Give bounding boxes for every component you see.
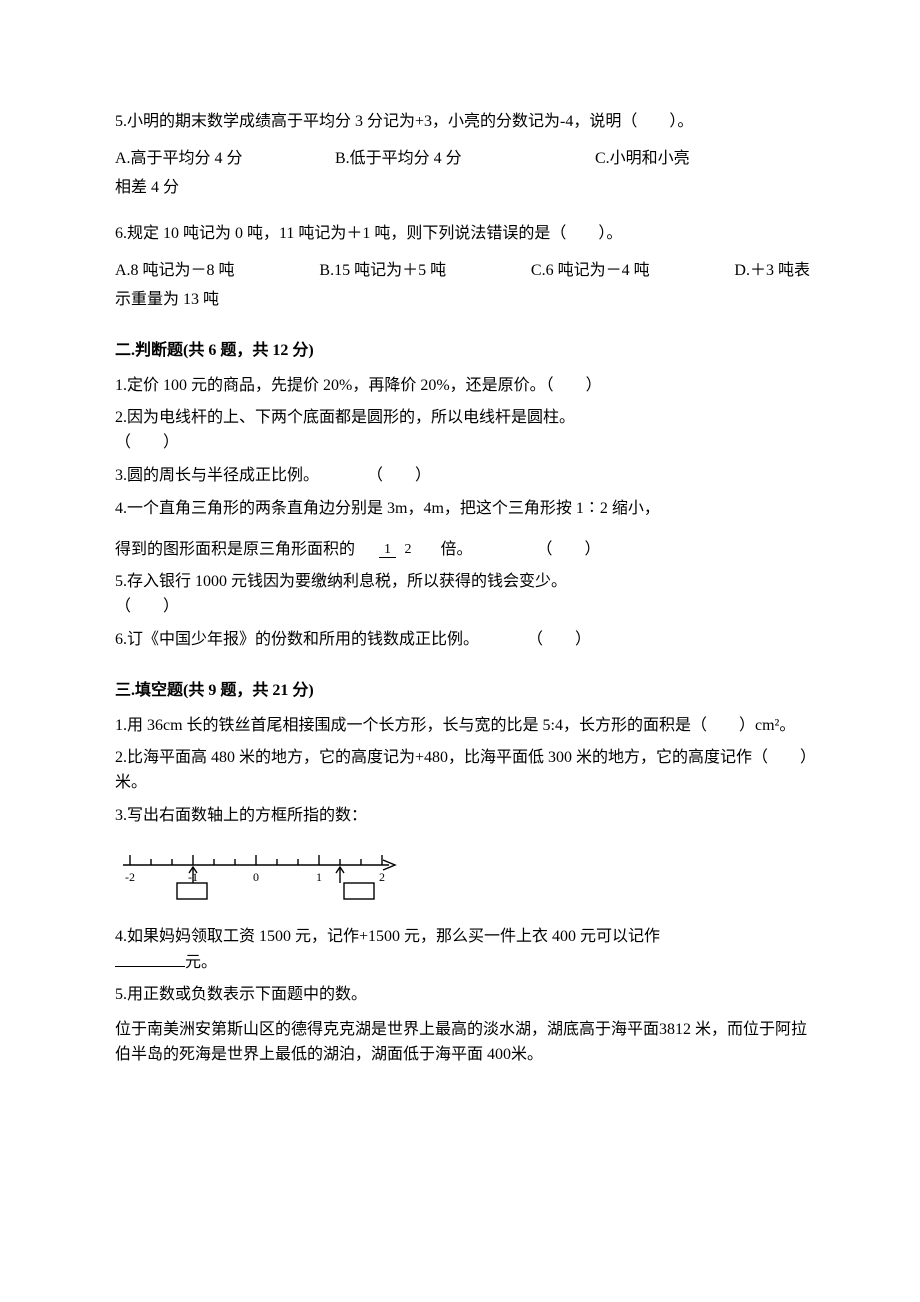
q6-option-d-line2: 示重量为 13 吨	[115, 288, 810, 313]
judge-5: 5.存入银行 1000 元钱因为要缴纳利息税，所以获得的钱会变少。	[115, 570, 810, 595]
fill-4-post: 元。	[185, 954, 217, 971]
section-2-title: 二.判断题(共 6 题，共 12 分)	[115, 339, 810, 364]
fill-1: 1.用 36cm 长的铁丝首尾相接围成一个长方形，长与宽的比是 5:4，长方形的…	[115, 714, 810, 739]
fraction-one-half: 1 2	[379, 542, 417, 557]
judge-4-line1: 4.一个直角三角形的两条直角边分别是 3m，4m，把这个三角形按 1∶2 缩小，	[115, 497, 810, 522]
question-5-options: A.高于平均分 4 分 B.低于平均分 4 分 C.小明和小亮	[115, 147, 810, 172]
section-3-title: 三.填空题(共 9 题，共 21 分)	[115, 679, 810, 704]
fill-4-blank	[115, 950, 185, 967]
fill-5: 5.用正数或负数表示下面题中的数。	[115, 983, 810, 1008]
q6-option-a: A.8 吨记为－8 吨	[115, 259, 235, 284]
judge-5-paren: （ ）	[115, 595, 810, 620]
fill-4-pre: 4.如果妈妈领取工资 1500 元，记作+1500 元，那么买一件上衣 400 …	[115, 928, 660, 945]
judge-4-post: 倍。 （ ）	[425, 541, 601, 558]
judge-3: 3.圆的周长与半径成正比例。 （ ）	[115, 464, 810, 489]
judge-4-pre: 得到的图形面积是原三角形面积的	[115, 541, 371, 558]
q5-option-c-line1: C.小明和小亮	[595, 147, 810, 172]
judge-1: 1.定价 100 元的商品，先提价 20%，再降价 20%，还是原价。（ ）	[115, 374, 810, 399]
q6-option-d-line1: D.＋3 吨表	[734, 259, 810, 284]
question-5: 5.小明的期末数学成绩高于平均分 3 分记为+3，小亮的分数记为-4，说明（ ）…	[115, 110, 810, 135]
fill-5-body: 位于南美洲安第斯山区的德得克克湖是世界上最高的淡水湖，湖底高于海平面3812 米…	[115, 1018, 810, 1068]
judge-4-line2: 得到的图形面积是原三角形面积的 1 2 倍。 （ ）	[115, 538, 810, 563]
q6-option-b: B.15 吨记为＋5 吨	[319, 259, 446, 284]
q5-option-b: B.低于平均分 4 分	[335, 147, 595, 172]
judge-2: 2.因为电线杆的上、下两个底面都是圆形的，所以电线杆是圆柱。	[115, 406, 810, 431]
number-line-figure: -2-1012	[115, 843, 810, 903]
number-line-svg: -2-1012	[115, 843, 405, 903]
judge-6: 6.订《中国少年报》的份数和所用的钱数成正比例。 （ ）	[115, 628, 810, 653]
svg-text:2: 2	[379, 870, 385, 884]
fill-2: 2.比海平面高 480 米的地方，它的高度记为+480，比海平面低 300 米的…	[115, 746, 810, 796]
fill-3: 3.写出右面数轴上的方框所指的数：	[115, 804, 810, 829]
svg-text:0: 0	[253, 870, 259, 884]
svg-text:1: 1	[316, 870, 322, 884]
q5-option-a: A.高于平均分 4 分	[115, 147, 335, 172]
fraction-denominator: 2	[400, 542, 417, 557]
fraction-numerator: 1	[379, 542, 396, 558]
q6-option-c: C.6 吨记为－4 吨	[531, 259, 650, 284]
q5-option-c-line2: 相差 4 分	[115, 176, 810, 201]
svg-text:-2: -2	[125, 870, 135, 884]
question-6-options: A.8 吨记为－8 吨 B.15 吨记为＋5 吨 C.6 吨记为－4 吨 D.＋…	[115, 259, 810, 284]
fill-4: 4.如果妈妈领取工资 1500 元，记作+1500 元，那么买一件上衣 400 …	[115, 925, 810, 976]
question-6: 6.规定 10 吨记为 0 吨，11 吨记为＋1 吨，则下列说法错误的是（ ）。	[115, 222, 810, 247]
judge-2-paren: （ ）	[115, 431, 810, 456]
